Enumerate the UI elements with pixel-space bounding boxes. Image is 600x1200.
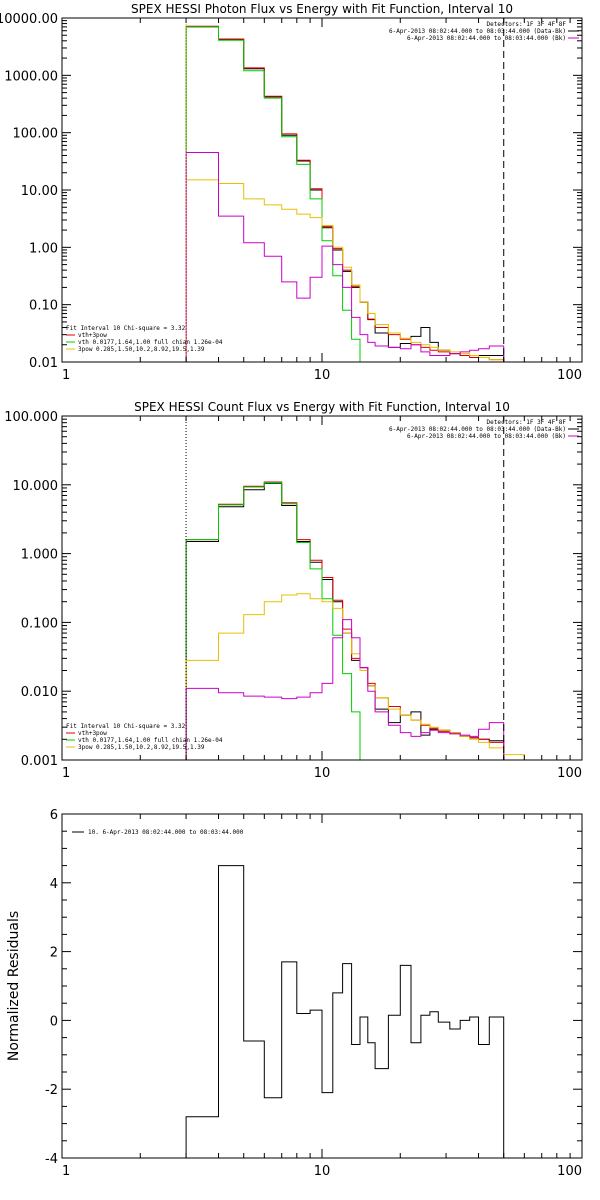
x-tick-label: 10 — [314, 1164, 331, 1179]
y-tick-label: 1.00 — [29, 241, 58, 256]
chart-title: SPEX HESSI Photon Flux vs Energy with Fi… — [131, 2, 513, 16]
x-tick-label: 10 — [314, 766, 331, 781]
y-tick-label: 0.01 — [29, 356, 58, 371]
legend-bottom-entry: Fit Interval 10 Chi-square = 3.32 — [66, 723, 186, 730]
legend-bottom-entry: Fit Interval 10 Chi-square = 3.32 — [66, 325, 186, 332]
residuals-chart: 1 10 100 -4 -2 0 2 4 6 Normalized Residuals 10. 6-… — [6, 808, 583, 1179]
y-tick-label: 2 — [50, 946, 58, 961]
legend-entry: 10. 6-Apr-2013 08:02:44.000 to 08:03:44.… — [88, 829, 244, 836]
series-10-line — [185, 865, 505, 1158]
x-tick-label: 1 — [62, 368, 70, 383]
legend-bottom-entry: vth+3pow — [78, 730, 107, 737]
y-tick-label: 10.000 — [13, 479, 59, 494]
y-tick-label: 10.00 — [21, 184, 58, 199]
legend-top-entry: 6-Apr-2013 08:02:44.000 to 08:03:44.000 … — [389, 28, 566, 35]
y-tick-label: 1.000 — [21, 548, 58, 563]
y-tick-label: 6 — [50, 808, 58, 823]
x-tick-label: 100 — [557, 1164, 582, 1179]
y-tick-label: 100.00 — [13, 127, 59, 142]
y-tick-label: 0.010 — [21, 685, 58, 700]
series-3pow-line — [185, 593, 582, 761]
x-tick-label: 10 — [314, 368, 331, 383]
legend-top-entry: Detectors: 1F 3F 4F 8F — [487, 21, 567, 28]
y-tick-label: 0 — [50, 1014, 58, 1029]
x-tick-label: 1 — [62, 1164, 70, 1179]
series-bk-line — [185, 152, 505, 362]
y-tick-label: 4 — [50, 877, 58, 892]
chart-title: SPEX HESSI Count Flux vs Energy with Fit… — [134, 400, 510, 414]
legend-top-entry: 6-Apr-2013 08:02:44.000 to 08:03:44.000 … — [407, 433, 566, 440]
legend-bottom-entry: vth 0.0177,1.64,1.00 full chian 1.26e-04 — [78, 737, 223, 744]
legend-top-entry: 6-Apr-2013 08:02:44.000 to 08:03:44.000 … — [407, 35, 566, 42]
y-tick-label: 1000.00 — [4, 69, 58, 84]
legend-bottom-entry: vth 0.0177,1.64,1.00 full chian 1.26e-04 — [78, 339, 223, 346]
x-tick-label: 100 — [557, 368, 582, 383]
x-tick-label: 1 — [62, 766, 70, 781]
y-axis-label: Normalized Residuals — [6, 911, 22, 1061]
count-flux-chart: SPEX HESSI Count Flux vs Energy with Fit… — [4, 400, 583, 781]
x-tick-label: 100 — [557, 766, 582, 781]
y-tick-label: -4 — [45, 1152, 58, 1167]
y-tick-label: 10000.00 — [0, 12, 58, 27]
photon-flux-chart: SPEX HESSI Photon Flux vs Energy with Fi… — [0, 2, 583, 383]
y-tick-label: -2 — [45, 1083, 58, 1098]
legend-top-entry: Detectors: 1F 3F 4F 8F — [487, 419, 567, 426]
legend-top-entry: 6-Apr-2013 08:02:44.000 to 08:03:44.000 … — [389, 426, 566, 433]
legend-bottom-entry: 3pow 0.285,1.50,10.2,8.92,19.5,1.39 — [78, 744, 205, 751]
y-tick-label: 0.100 — [21, 616, 58, 631]
legend-bottom-entry: vth+3pow — [78, 332, 107, 339]
y-tick-label: 0.10 — [29, 299, 58, 314]
series-bk-line — [185, 619, 505, 760]
series-vth-line — [185, 482, 368, 761]
y-tick-label: 0.001 — [21, 754, 58, 769]
legend-bottom-entry: 3pow 0.285,1.50,10.2,8.92,19.5,1.39 — [78, 346, 205, 353]
y-tick-label: 100.000 — [4, 410, 58, 425]
